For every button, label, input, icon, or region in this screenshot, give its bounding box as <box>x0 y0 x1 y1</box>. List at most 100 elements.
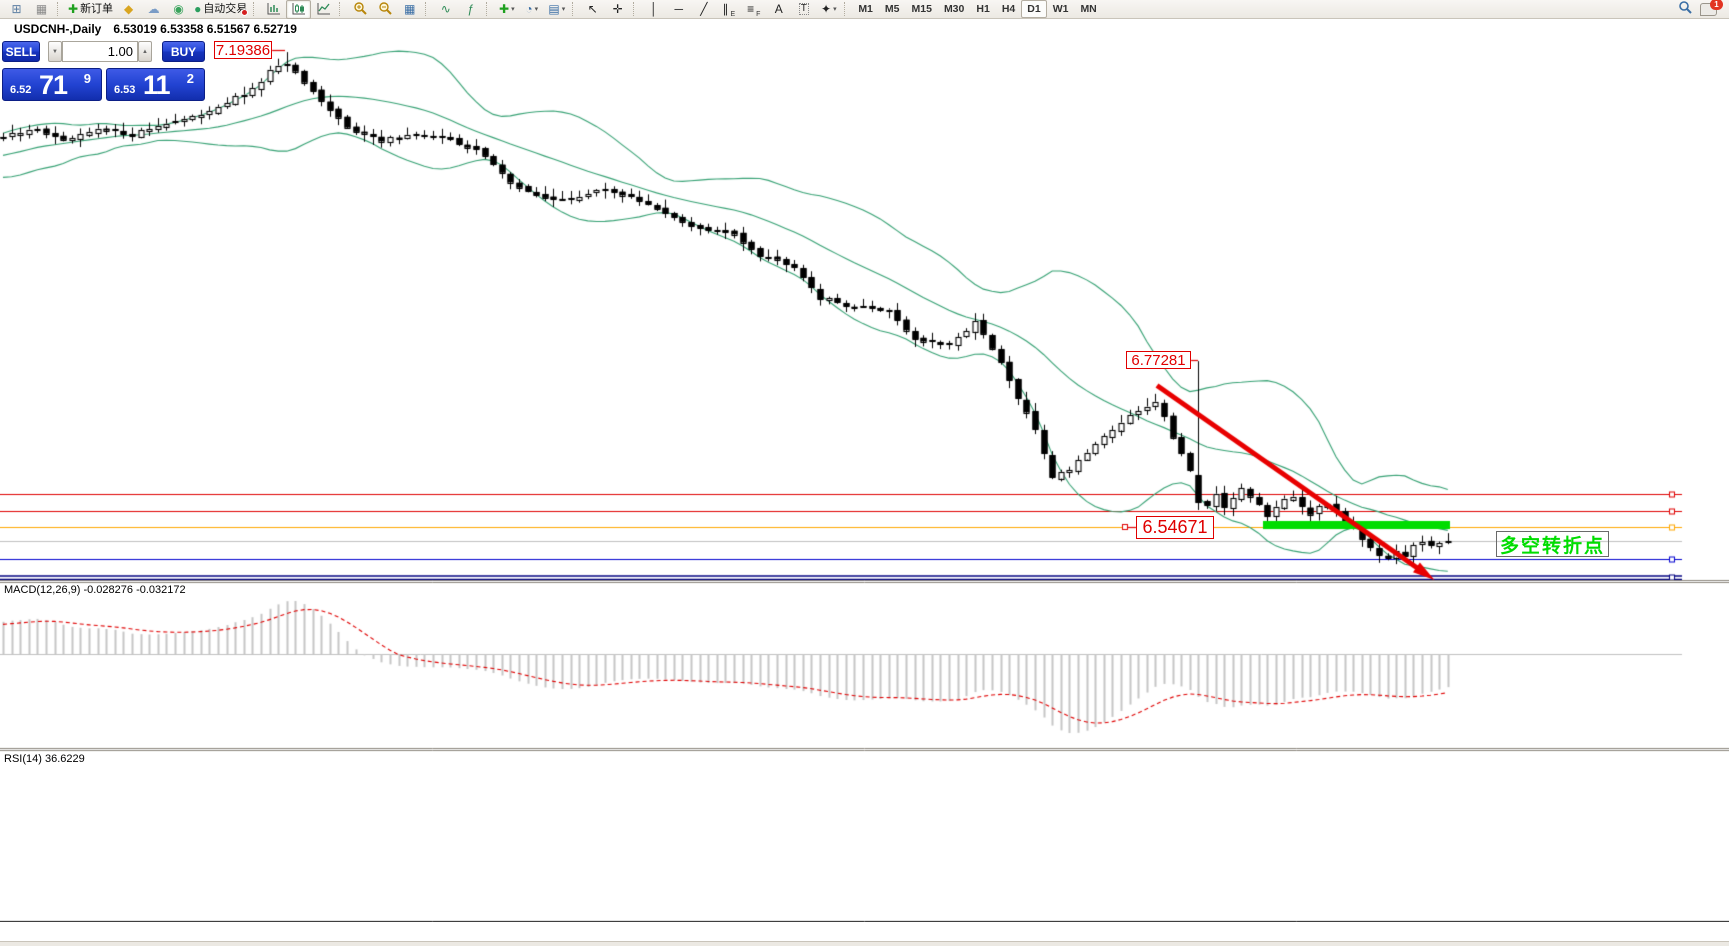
timeframe-m30-button[interactable]: M30 <box>943 3 965 15</box>
autotrading-button[interactable]: ● 自动交易 <box>191 0 250 19</box>
publish-button[interactable]: ☁ <box>141 0 166 19</box>
toolbar-separator <box>844 2 849 16</box>
crosshair-button[interactable]: ✛ <box>605 0 630 19</box>
horizontal-line-icon: ─ <box>674 2 684 16</box>
toolbar-separator <box>572 2 577 16</box>
ask-price-box[interactable]: 6.53 11 2 <box>106 68 205 101</box>
line-chart-type-button[interactable] <box>311 0 336 19</box>
timeframe-m1-button[interactable]: M1 <box>858 3 873 15</box>
metaquotes-icon: ◆ <box>123 2 134 16</box>
period-clock-button[interactable]: ◔ ▾ <box>519 0 544 19</box>
equidistant-channel-icon: ∥ <box>722 2 729 16</box>
price-annotation-swing[interactable]: 6.77281 <box>1126 351 1191 369</box>
crosshair-icon: ✛ <box>612 2 623 16</box>
toolbar-separator <box>253 2 258 16</box>
trend-reversal-note[interactable]: 多空转折点 <box>1496 531 1609 557</box>
equidistant-channel-button[interactable]: ∥ E <box>716 0 741 19</box>
new-chart-icon: ⊞ <box>11 2 22 16</box>
publish-icon: ☁ <box>147 2 160 16</box>
trendline-icon: ╱ <box>700 2 708 16</box>
horizontal-line-button[interactable]: ─ <box>666 0 691 19</box>
bar-chart-type-button[interactable] <box>261 0 286 19</box>
metaquotes-button[interactable]: ◆ <box>116 0 141 19</box>
timeframe-mn-button[interactable]: MN <box>1080 3 1097 15</box>
template-button[interactable]: ▤ ▾ <box>544 0 569 19</box>
trendline-button[interactable]: ╱ <box>691 0 716 19</box>
text-label-icon: T <box>798 3 809 15</box>
tile-windows-icon: ▦ <box>404 2 416 16</box>
vertical-line-icon: │ <box>650 2 658 16</box>
add-indicator-button-caret[interactable]: ▾ <box>511 5 515 13</box>
bid-price-big: 71 <box>39 70 68 100</box>
vertical-line-button[interactable]: │ <box>641 0 666 19</box>
shapes-button-caret[interactable]: ▾ <box>833 5 837 13</box>
template-button-caret[interactable]: ▾ <box>561 5 566 13</box>
volume-increase-button[interactable]: ▲ <box>138 41 152 62</box>
rsi-indicator-label: RSI(14) 36.6229 <box>4 753 85 765</box>
timeframe-w1-button[interactable]: W1 <box>1052 3 1069 15</box>
period-clock-icon: ◔ <box>525 2 533 16</box>
zoom-in-icon <box>353 1 367 17</box>
indicator-list-icon: ƒ <box>467 2 475 16</box>
ask-price-sup: 2 <box>186 71 194 86</box>
one-click-trading-panel: SELL ▼ ▲ BUY 6.52 71 9 6.53 11 2 <box>2 41 205 101</box>
symbol-title: USDCNH-,Daily <box>14 22 102 36</box>
indicator-window-button[interactable]: ∿ <box>433 0 458 19</box>
candle-chart-type-icon <box>292 2 306 17</box>
toolbar-separator <box>633 2 638 16</box>
toolbar-separator <box>425 2 430 16</box>
sell-button[interactable]: SELL <box>2 41 40 62</box>
candle-chart-type-button[interactable] <box>286 0 312 19</box>
ohlc-values: 6.53019 6.53358 6.51567 6.52719 <box>113 22 297 36</box>
zoom-out-icon <box>378 1 392 17</box>
chart-title-row: USDCNH-,Daily 6.53019 6.53358 6.51567 6.5… <box>14 22 297 36</box>
chart-profiles-button[interactable]: ▦ <box>29 0 54 19</box>
date-axis[interactable] <box>0 922 1729 941</box>
period-clock-button-caret[interactable]: ▾ <box>534 5 539 13</box>
timeframe-h4-button[interactable]: H4 <box>1001 3 1016 15</box>
new-chart-button[interactable]: ⊞ <box>4 0 29 19</box>
new-order-button-label: 新订单 <box>80 2 114 15</box>
add-indicator-button[interactable]: ✚ ▾ <box>494 0 519 19</box>
fibonacci-button[interactable]: ≡ F <box>741 0 766 19</box>
volume-input[interactable] <box>62 41 138 62</box>
timeframe-m15-button[interactable]: M15 <box>911 3 932 15</box>
autotrading-status-dot <box>241 8 249 16</box>
text-icon: A <box>774 2 783 16</box>
text-button[interactable]: A <box>766 0 791 19</box>
price-annotation-high[interactable]: 7.19386 <box>214 41 272 59</box>
notification-badge: 1 <box>1710 0 1723 10</box>
zoom-out-button[interactable] <box>372 0 397 19</box>
main-toolbar: ⊞ ▦ ✚ 新订单 ◆ ☁ ◉ ● 自动交易 ▦ ∿ ƒ ✚ ▾ ◔ ▾ ▤ ▾ ↖ ✛ │ ─ ╱ ∥ E ≡ F A T ✦ ▾ M1 M5… <box>0 0 1729 19</box>
notifications-icon[interactable]: 1 <box>1700 0 1723 16</box>
shapes-button[interactable]: ✦ ▾ <box>816 0 841 19</box>
price-annotation-support[interactable]: 6.54671 <box>1136 516 1214 539</box>
timeframe-d1-button[interactable]: D1 <box>1021 0 1047 18</box>
bid-price-prefix: 6.52 <box>10 84 32 96</box>
indicator-window-icon: ∿ <box>440 2 451 16</box>
text-label-button[interactable]: T <box>791 0 816 19</box>
template-icon: ▤ <box>548 2 560 16</box>
toolbar-separator <box>486 2 491 16</box>
tile-windows-button[interactable]: ▦ <box>397 0 422 19</box>
new-order-icon: ✚ <box>68 2 79 16</box>
zoom-in-button[interactable] <box>347 0 372 19</box>
shapes-icon: ✦ <box>821 2 832 16</box>
bid-price-sup: 9 <box>83 71 91 86</box>
autotrading-icon: ● <box>194 2 202 16</box>
cursor-icon: ↖ <box>587 2 598 16</box>
new-order-button[interactable]: ✚ 新订单 <box>65 0 116 19</box>
fibonacci-icon: ≡ <box>747 2 755 16</box>
buy-button[interactable]: BUY <box>162 41 205 62</box>
volume-decrease-button[interactable]: ▼ <box>48 41 62 62</box>
search-icon[interactable] <box>1678 0 1692 19</box>
cursor-button[interactable]: ↖ <box>580 0 605 19</box>
indicator-list-button[interactable]: ƒ <box>458 0 483 19</box>
timeframe-m5-button[interactable]: M5 <box>884 3 900 15</box>
timeframe-h1-button[interactable]: H1 <box>976 3 990 15</box>
bid-price-box[interactable]: 6.52 71 9 <box>2 68 102 101</box>
signals-button[interactable]: ◉ <box>166 0 191 19</box>
equidistant-channel-button-sub: E <box>730 10 736 18</box>
